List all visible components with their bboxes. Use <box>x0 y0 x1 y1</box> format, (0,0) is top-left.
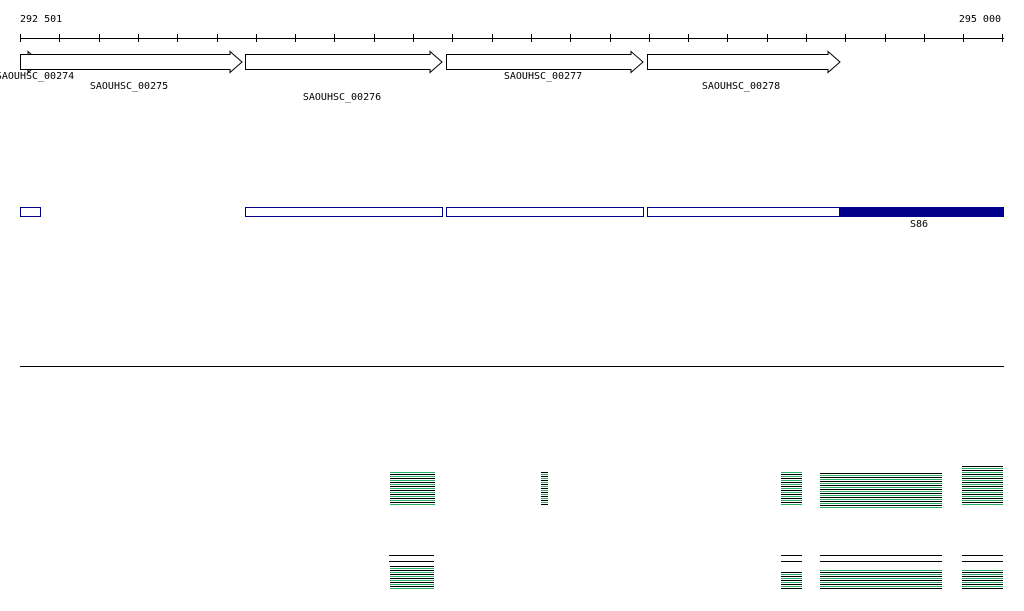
feature-track <box>20 207 1004 217</box>
ruler-start-label: 292 501 <box>20 14 62 25</box>
gene-label: SAOUHSC_00276 <box>303 92 381 103</box>
ruler-ticks <box>20 34 1003 42</box>
gene-arrow <box>647 50 841 74</box>
gene-label: SAOUHSC_00277 <box>504 71 582 82</box>
gene-arrow <box>446 50 644 74</box>
gene-arrow <box>20 50 243 74</box>
read-coverage <box>389 466 1003 589</box>
feature-box <box>446 207 644 217</box>
gene-track <box>20 50 841 74</box>
feature-box <box>20 207 41 217</box>
ruler-end-label: 295 000 <box>959 14 1001 25</box>
feature-box <box>245 207 443 217</box>
gene-label: SAOUHSC_00278 <box>702 81 780 92</box>
gene-label: SAOUHSC_00275 <box>90 81 168 92</box>
feature-label: S86 <box>910 219 928 230</box>
gene-arrow <box>245 50 443 74</box>
feature-box-filled <box>839 207 1004 217</box>
gene-label: SAOUHSC_00274 <box>0 71 74 82</box>
feature-box <box>647 207 840 217</box>
